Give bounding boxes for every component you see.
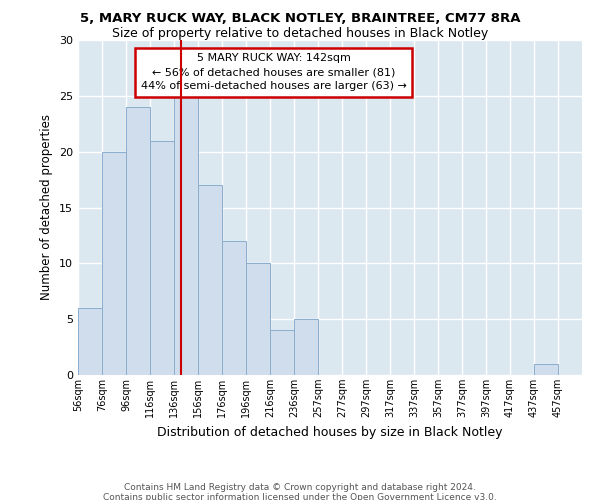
Bar xyxy=(150,140,174,375)
Text: Contains public sector information licensed under the Open Government Licence v3: Contains public sector information licen… xyxy=(103,492,497,500)
Bar xyxy=(246,264,270,375)
Bar xyxy=(78,308,102,375)
Text: Size of property relative to detached houses in Black Notley: Size of property relative to detached ho… xyxy=(112,28,488,40)
Text: 5, MARY RUCK WAY, BLACK NOTLEY, BRAINTREE, CM77 8RA: 5, MARY RUCK WAY, BLACK NOTLEY, BRAINTRE… xyxy=(80,12,520,26)
Bar xyxy=(534,364,558,375)
Y-axis label: Number of detached properties: Number of detached properties xyxy=(40,114,53,300)
X-axis label: Distribution of detached houses by size in Black Notley: Distribution of detached houses by size … xyxy=(157,426,503,438)
Bar xyxy=(126,107,150,375)
Bar xyxy=(270,330,294,375)
Bar xyxy=(102,152,126,375)
Bar xyxy=(174,96,198,375)
Bar xyxy=(198,185,222,375)
Bar xyxy=(294,319,318,375)
Bar xyxy=(222,241,246,375)
Text: Contains HM Land Registry data © Crown copyright and database right 2024.: Contains HM Land Registry data © Crown c… xyxy=(124,482,476,492)
Text: 5 MARY RUCK WAY: 142sqm
← 56% of detached houses are smaller (81)
44% of semi-de: 5 MARY RUCK WAY: 142sqm ← 56% of detache… xyxy=(140,54,407,92)
